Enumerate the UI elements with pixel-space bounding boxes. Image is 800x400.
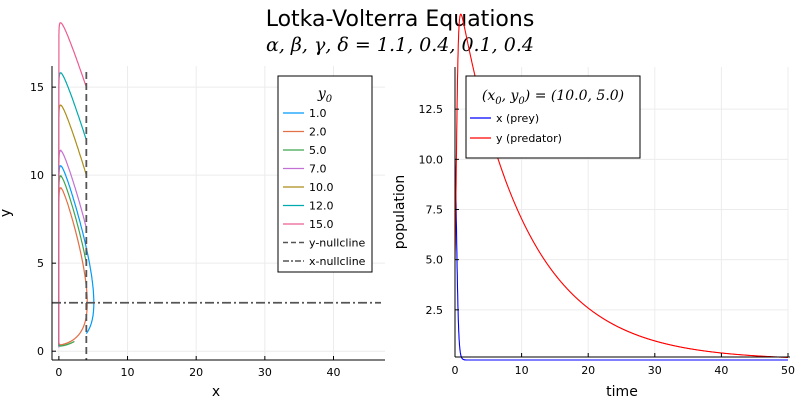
phase-y-tick-label: 10 — [30, 169, 44, 182]
phase-x-tick-label: 30 — [258, 366, 272, 379]
time-legend-box — [465, 75, 641, 159]
phase-y-tick-label: 0 — [37, 345, 44, 358]
phase-legend-label: 10.0 — [309, 181, 334, 194]
phase-x-tick-label: 0 — [55, 366, 62, 379]
time-x-tick-label: 30 — [648, 364, 662, 377]
time-y-tick-label: 5.0 — [426, 254, 444, 267]
time-y-tick-label: 12.5 — [419, 103, 444, 116]
phase-legend-entries: 1.0 2.0 5.0 7.0 10.0 12.0 15.0 y-nullcline x-nul… — [283, 107, 366, 268]
time-x-tick-label: 50 — [781, 364, 795, 377]
phase-y-tick-label: 15 — [30, 81, 44, 94]
phase-tick-labels: 0 10 20 30 40 0 5 10 15 — [30, 81, 341, 379]
time-series — [454, 13, 788, 361]
time-x-tick-label: 0 — [452, 364, 459, 377]
phase-legend-label: x-nullcline — [309, 255, 366, 268]
phase-y-axis-label: y — [0, 209, 14, 217]
time-y-tick-label: 10.0 — [419, 153, 444, 166]
time-y-axis-label: population — [392, 175, 408, 250]
time-x-axis-label: time — [606, 384, 638, 400]
time-x-tick-label: 10 — [515, 364, 529, 377]
phase-legend-label: 2.0 — [309, 126, 327, 139]
time-legend-title: (x0, y0) = (10.0, 5.0) — [482, 88, 624, 107]
chart-subtitle: α, β, γ, δ = 1.1, 0.4, 0.1, 0.4 — [266, 34, 534, 56]
phase-legend-box — [277, 75, 373, 273]
phase-legend-label: 1.0 — [309, 107, 327, 120]
time-x-tick-label: 20 — [581, 364, 595, 377]
phase-series — [52, 22, 381, 360]
time-x-tick-label: 40 — [714, 364, 728, 377]
phase-x-axis-label: x — [212, 384, 220, 400]
time-series-panel: 0 10 20 30 40 50 2.5 5.0 7.5 10.0 12.5 time popula… — [392, 13, 796, 400]
orbit-line-y0-15.0 — [58, 22, 87, 345]
time-y-tick-label: 2.5 — [426, 304, 444, 317]
chart-title: Lotka-Volterra Equations — [266, 7, 535, 32]
phase-x-tick-label: 40 — [327, 366, 341, 379]
time-tick-labels: 0 10 20 30 40 50 2.5 5.0 7.5 10.0 12.5 — [419, 103, 796, 377]
time-legend-label: y (predator) — [496, 132, 562, 145]
time-y-tick-label: 7.5 — [426, 203, 444, 216]
phase-legend-label: 12.0 — [309, 200, 334, 213]
time-legend-entries: x (prey) y (predator) — [470, 112, 562, 145]
time-legend-label: x (prey) — [496, 112, 539, 125]
time-legend: (x0, y0) = (10.0, 5.0) x (prey) y (predat… — [465, 75, 641, 159]
orbit-line-y0-2.0 — [58, 187, 88, 346]
phase-legend-label: 5.0 — [309, 144, 327, 157]
phase-x-tick-label: 20 — [189, 366, 203, 379]
phase-legend-label: 7.0 — [309, 163, 327, 176]
phase-legend: y0 1.02.05.07.010.012.015.0y-nullclinex-… — [277, 75, 373, 273]
orbit-line-y0-10.0 — [58, 104, 87, 347]
predator-line — [454, 13, 788, 358]
phase-y-tick-label: 5 — [37, 257, 44, 270]
phase-x-tick-label: 10 — [121, 366, 135, 379]
phase-legend-label: y-nullcline — [309, 237, 365, 250]
phase-legend-label: 15.0 — [309, 218, 334, 231]
prey-line — [454, 159, 788, 361]
